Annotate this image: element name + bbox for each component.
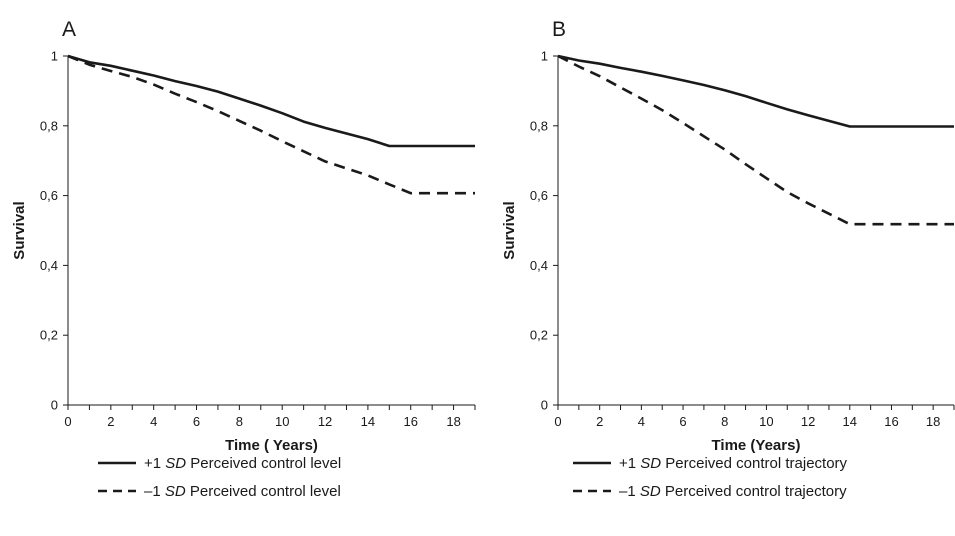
series-line-plus-1-sd: [557, 54, 954, 128]
x-axis-title: Time ( Years): [225, 437, 318, 454]
y-axis-title: Survival: [501, 201, 518, 259]
x-tick-label: 16: [404, 414, 418, 429]
legend-suffix: Perceived control trajectory: [661, 483, 847, 500]
legend-item: +1 SD Perceived control level: [98, 455, 341, 472]
x-tick-label: 4: [150, 414, 157, 429]
x-tick-label: 14: [843, 414, 857, 429]
y-tick-label: 0,8: [40, 118, 58, 133]
legend-label: +1 SD Perceived control trajectory: [619, 455, 848, 472]
x-tick-label: 10: [275, 414, 289, 429]
y-tick-label: 0,4: [530, 258, 548, 273]
legend-item: –1 SD Perceived control trajectory: [573, 483, 847, 500]
x-tick-label: 10: [759, 414, 773, 429]
x-tick-label: 2: [596, 414, 603, 429]
x-tick-label: 8: [236, 414, 243, 429]
panel-label: A: [62, 18, 76, 41]
x-tick-label: 0: [554, 414, 561, 429]
x-tick-label: 8: [721, 414, 728, 429]
x-tick-label: 2: [107, 414, 114, 429]
legend-suffix: Perceived control trajectory: [661, 455, 847, 472]
y-tick-label: 0,2: [530, 328, 548, 343]
x-tick-label: 4: [638, 414, 645, 429]
x-tick-label: 12: [801, 414, 815, 429]
x-tick-label: 6: [679, 414, 686, 429]
y-tick-label: 0: [51, 398, 58, 413]
legend-label: –1 SD Perceived control level: [144, 483, 341, 500]
legend: +1 SD Perceived control level–1 SD Perce…: [98, 455, 341, 500]
x-tick-label: 14: [361, 414, 375, 429]
x-tick-label: 16: [884, 414, 898, 429]
legend: +1 SD Perceived control trajectory–1 SD …: [573, 455, 848, 500]
y-tick-label: 0,8: [530, 118, 548, 133]
legend-prefix: +1: [144, 455, 165, 472]
y-tick-label: 0: [541, 398, 548, 413]
x-tick-label: 18: [926, 414, 940, 429]
series-line-minus-1-sd: [67, 54, 475, 195]
legend-prefix: +1: [619, 455, 640, 472]
legend-suffix: Perceived control level: [186, 455, 341, 472]
x-tick-label: 6: [193, 414, 200, 429]
y-tick-label: 0,4: [40, 258, 58, 273]
legend-sd: SD: [640, 483, 661, 500]
legend-sd: SD: [165, 455, 186, 472]
legend-prefix: –1: [144, 483, 165, 500]
legend-prefix: –1: [619, 483, 640, 500]
y-tick-label: 0,6: [530, 188, 548, 203]
legend-label: +1 SD Perceived control level: [144, 455, 341, 472]
x-tick-label: 12: [318, 414, 332, 429]
x-tick-label: 18: [446, 414, 460, 429]
legend-item: +1 SD Perceived control trajectory: [573, 455, 848, 472]
series-line-minus-1-sd: [557, 54, 954, 226]
panel-label: B: [552, 18, 566, 41]
y-tick-label: 0,6: [40, 188, 58, 203]
series-line-plus-1-sd: [67, 54, 475, 148]
legend-sd: SD: [640, 455, 661, 472]
x-tick-label: 0: [64, 414, 71, 429]
y-tick-label: 1: [541, 49, 548, 64]
legend-sd: SD: [165, 483, 186, 500]
y-axis-title: Survival: [11, 201, 28, 259]
legend-label: –1 SD Perceived control trajectory: [619, 483, 847, 500]
y-tick-label: 0,2: [40, 328, 58, 343]
legend-suffix: Perceived control level: [186, 483, 341, 500]
y-tick-label: 1: [51, 49, 58, 64]
legend-item: –1 SD Perceived control level: [98, 483, 341, 500]
x-axis-title: Time (Years): [712, 437, 801, 454]
